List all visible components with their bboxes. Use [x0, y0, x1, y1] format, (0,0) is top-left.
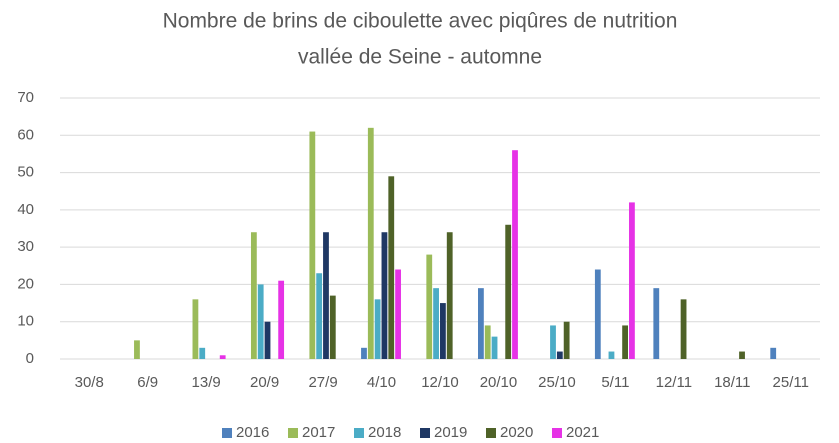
bar [278, 280, 285, 359]
y-tick-label: 20 [17, 275, 34, 292]
bar [491, 336, 498, 359]
bar [550, 325, 556, 359]
bar [594, 269, 601, 359]
bar [608, 351, 615, 359]
x-tick-label: 12/11 [656, 374, 692, 391]
bar [622, 325, 629, 359]
legend-label: 2020 [500, 424, 533, 441]
bar [440, 303, 446, 359]
bar [505, 224, 512, 359]
bar [680, 299, 687, 359]
legend-label: 2016 [236, 424, 269, 441]
bar [309, 131, 316, 359]
bar [739, 351, 745, 359]
legend-swatch [288, 428, 298, 438]
x-tick-label: 20/10 [480, 374, 518, 391]
bar [192, 299, 199, 359]
x-tick-label: 5/11 [601, 374, 629, 391]
chart-title: Nombre de brins de ciboulette avec piqûr… [163, 10, 678, 33]
x-tick-label: 20/9 [250, 374, 279, 391]
x-tick-label: 18/11 [714, 374, 750, 391]
bar [563, 321, 570, 359]
bar [433, 288, 439, 359]
bar [134, 340, 140, 359]
legend-label: 2018 [368, 424, 401, 441]
bar [323, 232, 329, 359]
x-tick-label: 13/9 [192, 374, 221, 391]
bar [770, 347, 777, 359]
bar [367, 127, 374, 359]
legend-label: 2019 [434, 424, 467, 441]
bar [374, 299, 381, 359]
x-tick-label: 25/11 [773, 374, 809, 391]
x-tick-label: 25/10 [538, 374, 576, 391]
y-tick-label: 10 [17, 313, 34, 330]
bar [484, 325, 491, 359]
x-tick-label: 30/8 [75, 374, 104, 391]
bar [250, 232, 257, 359]
bar [556, 351, 563, 359]
legend-swatch [486, 428, 496, 438]
bar [512, 150, 518, 359]
bar [446, 232, 453, 359]
y-tick-label: 50 [17, 164, 34, 181]
bar [329, 295, 336, 359]
bar [316, 273, 323, 359]
legend-label: 2021 [566, 424, 599, 441]
x-tick-label: 6/9 [137, 374, 158, 391]
bar [653, 288, 660, 359]
y-tick-label: 70 [17, 89, 34, 106]
legend-label: 2017 [302, 424, 335, 441]
chart-title: vallée de Seine - automne [298, 46, 542, 69]
legend-swatch [420, 428, 430, 438]
bar [257, 284, 264, 359]
bar [388, 176, 395, 359]
y-tick-label: 60 [17, 126, 34, 143]
x-tick-label: 4/10 [367, 374, 396, 391]
y-tick-label: 30 [17, 238, 34, 255]
bar [629, 202, 635, 359]
x-tick-label: 12/10 [421, 374, 459, 391]
bar [426, 254, 433, 359]
y-tick-label: 40 [17, 201, 34, 218]
bar [219, 355, 226, 359]
y-tick-label: 0 [26, 350, 34, 367]
bar [264, 321, 271, 359]
legend-swatch [552, 428, 562, 438]
legend-swatch [222, 428, 232, 438]
bar [478, 288, 484, 359]
bar [199, 347, 206, 359]
bar [395, 269, 401, 359]
x-tick-label: 27/9 [308, 374, 337, 391]
bar [361, 347, 367, 359]
bar [381, 232, 388, 359]
legend-swatch [354, 428, 364, 438]
